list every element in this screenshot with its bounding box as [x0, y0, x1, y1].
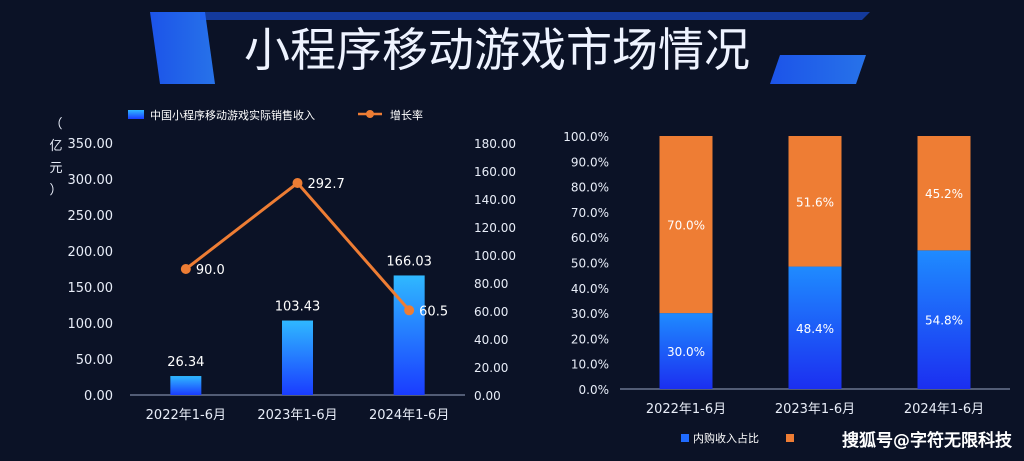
stack-top-label: 45.2% — [925, 187, 963, 201]
y-tick-label: 100.0% — [563, 130, 609, 144]
stack-bottom-label: 30.0% — [667, 345, 705, 359]
y2-tick-label: 160.00 — [474, 165, 516, 179]
legend-label-revenue: 中国小程序移动游戏实际销售收入 — [150, 108, 315, 122]
growth-point — [292, 178, 303, 188]
stack-bar-top — [659, 136, 713, 314]
growth-line — [184, 180, 411, 312]
revenue-data-label: 26.34 — [167, 355, 204, 370]
title-banner-left — [150, 12, 215, 84]
y-tick-label: 50.0% — [571, 257, 609, 271]
x-tick-label: 2024年1-6月 — [904, 402, 984, 417]
y-tick-label: 70.0% — [571, 206, 609, 220]
watermark: 搜狐号@字符无限科技 — [842, 430, 1013, 451]
y2-tick-label: 60.00 — [474, 305, 508, 319]
stack-bar-top — [917, 136, 971, 251]
stack-bottom-label: 54.8% — [925, 314, 963, 328]
stack-top-label: 70.0% — [667, 219, 705, 233]
page-title: 小程序移动游戏市场情况 — [244, 23, 750, 77]
title-banner-top — [200, 12, 870, 20]
revenue-bar — [282, 320, 313, 395]
right-chart: 0.0% 10.0% 20.0% 30.0% 40.0% 50.0% 60.0% 70.0% 8… — [563, 130, 1010, 445]
growth-data-label: 60.5 — [419, 304, 448, 319]
legend-swatch-inapp — [681, 434, 689, 442]
growth-point — [180, 264, 191, 274]
y-tick-label: 50.00 — [76, 353, 113, 368]
y-tick-label: 0.00 — [84, 389, 113, 404]
y2-tick-label: 40.00 — [474, 333, 508, 347]
y-tick-label: 300.00 — [68, 173, 114, 188]
stack-bar-bottom — [659, 313, 713, 389]
stack-bar-top — [788, 136, 842, 267]
y-tick-label: 90.0% — [571, 155, 609, 169]
legend-swatch-revenue — [128, 110, 144, 119]
y-tick-label: 350.00 — [68, 137, 114, 152]
legend-label-inapp: 内购收入占比 — [693, 431, 759, 445]
growth-point — [404, 305, 415, 316]
x-tick-label: 2022年1-6月 — [146, 408, 226, 423]
stack-bottom-label: 48.4% — [796, 322, 834, 336]
y-tick-label: 250.00 — [68, 209, 114, 224]
y-tick-label: 60.0% — [571, 231, 609, 245]
stack-bar-bottom — [917, 250, 971, 389]
y2-tick-label: 180.00 — [474, 137, 516, 151]
growth-data-label: 292.7 — [308, 177, 345, 192]
y2-tick-label: 80.00 — [474, 277, 508, 291]
x-tick-label: 2022年1-6月 — [646, 402, 726, 417]
y-tick-label: 100.00 — [68, 317, 114, 332]
y-tick-label: 10.0% — [571, 358, 609, 372]
y-tick-label: 200.00 — [68, 245, 114, 260]
y-tick-label: 150.00 — [68, 281, 114, 296]
revenue-bar — [170, 376, 202, 395]
y2-tick-label: 100.00 — [474, 249, 516, 263]
y2-tick-label: 120.00 — [474, 221, 516, 235]
legend-swatch-other — [786, 434, 794, 442]
legend-marker-growth — [366, 110, 374, 118]
y-tick-label: 80.0% — [571, 181, 609, 195]
y2-tick-label: 140.00 — [474, 193, 516, 207]
y-tick-label: 0.0% — [579, 383, 610, 397]
stack-top-label: 51.6% — [796, 195, 834, 209]
y-axis-label: （亿元） — [49, 117, 62, 198]
growth-data-label: 90.0 — [196, 263, 225, 278]
y-tick-label: 20.0% — [571, 332, 609, 346]
title-banner-right — [770, 55, 866, 84]
y2-tick-label: 0.00 — [474, 389, 501, 403]
legend-label-growth: 增长率 — [390, 108, 423, 122]
x-tick-label: 2023年1-6月 — [257, 408, 337, 423]
revenue-data-label: 103.43 — [275, 300, 321, 315]
y2-tick-label: 20.00 — [474, 361, 508, 375]
y-tick-label: 30.0% — [571, 307, 609, 321]
revenue-bar — [393, 275, 425, 395]
left-chart: 中国小程序移动游戏实际销售收入 增长率 （亿元） 0.00 50.00 100.00 150… — [49, 108, 516, 423]
x-tick-label: 2024年1-6月 — [369, 408, 449, 423]
x-tick-label: 2023年1-6月 — [775, 402, 855, 417]
revenue-data-label: 166.03 — [386, 254, 432, 269]
stack-bar-bottom — [788, 266, 842, 389]
y-tick-label: 40.0% — [571, 282, 609, 296]
